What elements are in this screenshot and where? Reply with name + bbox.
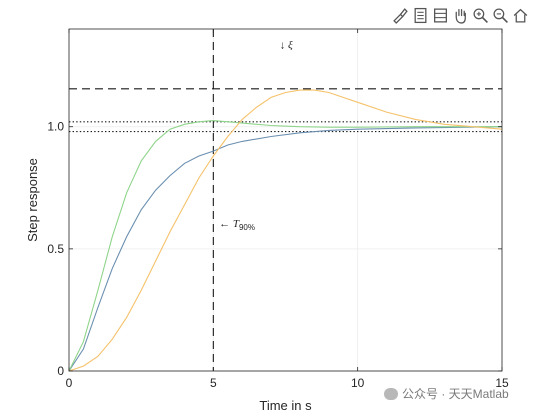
legend-icon[interactable] bbox=[411, 6, 430, 25]
brush-icon[interactable] bbox=[391, 6, 410, 25]
y-tick-label: 0 bbox=[57, 364, 64, 378]
annotation-label: ↓ ξ bbox=[280, 40, 293, 52]
y-tick-label: 1.0 bbox=[47, 120, 64, 134]
grid bbox=[68, 29, 503, 372]
series-group bbox=[68, 89, 503, 372]
series-line-1 bbox=[68, 126, 503, 372]
zoom-out-icon[interactable] bbox=[491, 6, 510, 25]
home-icon[interactable] bbox=[511, 6, 530, 25]
series-line-3 bbox=[68, 89, 503, 372]
reference-lines bbox=[69, 29, 502, 371]
series-line-2 bbox=[68, 120, 502, 372]
y-tick-label: 0.5 bbox=[47, 242, 64, 256]
axes-box bbox=[68, 28, 503, 372]
x-tick-label: 15 bbox=[495, 376, 509, 390]
wechat-icon bbox=[384, 387, 398, 400]
x-tick-label: 10 bbox=[351, 376, 365, 390]
figure-toolbar bbox=[391, 5, 530, 25]
x-tick-label: 5 bbox=[210, 376, 217, 390]
ticks: 0 5 10 15 0 0.5 1.0 bbox=[47, 29, 509, 390]
annotation-label: ← T90% bbox=[219, 218, 255, 232]
colorbar-icon[interactable] bbox=[431, 6, 450, 25]
annotation-subscript: 90% bbox=[239, 223, 255, 232]
x-tick-label: 0 bbox=[66, 376, 73, 390]
annotations: ↓ ξ ← T90% bbox=[219, 40, 293, 232]
pan-icon[interactable] bbox=[451, 6, 470, 25]
x-axis-label: Time in s bbox=[259, 398, 312, 413]
watermark-text: 公众号 · 天天Matlab bbox=[402, 387, 509, 401]
watermark: 公众号 · 天天Matlab bbox=[384, 385, 509, 402]
y-axis-label: Step response bbox=[25, 158, 40, 242]
zoom-in-icon[interactable] bbox=[471, 6, 490, 25]
